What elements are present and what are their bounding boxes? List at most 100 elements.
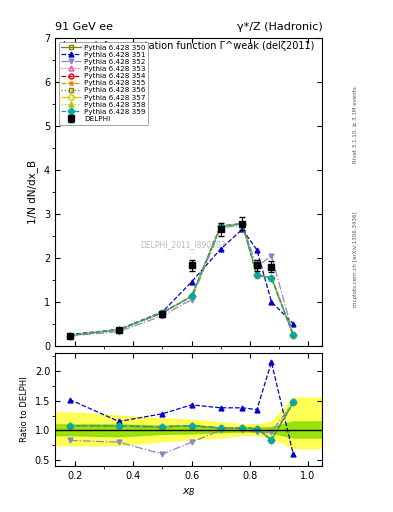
Pythia 6.428 357 [67,332,72,338]
Pythia 6.428 355 [67,332,72,338]
Pythia 6.428 354 [240,221,245,227]
Pythia 6.428 351 [255,247,259,253]
Pythia 6.428 352 [189,296,194,303]
Pythia 6.428 352 [255,264,259,270]
Pythia 6.428 359 [255,272,259,279]
Pythia 6.428 350 [117,327,121,333]
Pythia 6.428 358 [255,272,259,279]
X-axis label: $x_B$: $x_B$ [182,486,195,498]
Line: Pythia 6.428 357: Pythia 6.428 357 [67,221,296,338]
Pythia 6.428 354 [291,332,296,338]
Pythia 6.428 352 [240,222,245,228]
Line: Pythia 6.428 359: Pythia 6.428 359 [67,221,296,338]
Pythia 6.428 357 [218,223,223,229]
Pythia 6.428 352 [117,329,121,335]
Pythia 6.428 351 [189,279,194,285]
Pythia 6.428 358 [240,221,245,227]
Pythia 6.428 352 [269,252,274,259]
Line: Pythia 6.428 355: Pythia 6.428 355 [67,221,296,338]
Pythia 6.428 354 [255,272,259,279]
Text: 91 GeV ee: 91 GeV ee [55,22,113,32]
Y-axis label: Ratio to DELPHI: Ratio to DELPHI [20,377,29,442]
Line: Pythia 6.428 354: Pythia 6.428 354 [67,221,296,338]
Pythia 6.428 356 [269,274,274,281]
Line: Pythia 6.428 352: Pythia 6.428 352 [67,223,296,338]
Pythia 6.428 358 [160,310,165,316]
Pythia 6.428 354 [269,274,274,281]
Pythia 6.428 355 [189,293,194,300]
Pythia 6.428 350 [255,272,259,279]
Pythia 6.428 352 [291,332,296,338]
Pythia 6.428 354 [160,310,165,316]
Pythia 6.428 357 [269,274,274,281]
Pythia 6.428 355 [160,310,165,316]
Pythia 6.428 355 [269,274,274,281]
Pythia 6.428 358 [269,274,274,281]
Pythia 6.428 357 [291,332,296,338]
Pythia 6.428 350 [218,223,223,229]
Text: DELPHI_2011_I890503: DELPHI_2011_I890503 [140,240,226,249]
Pythia 6.428 356 [255,272,259,279]
Pythia 6.428 353 [67,332,72,338]
Pythia 6.428 359 [160,310,165,316]
Pythia 6.428 353 [255,272,259,279]
Pythia 6.428 350 [240,221,245,227]
Pythia 6.428 351 [117,326,121,332]
Pythia 6.428 358 [189,293,194,300]
Pythia 6.428 358 [117,327,121,333]
Pythia 6.428 350 [160,310,165,316]
Pythia 6.428 359 [269,274,274,281]
Pythia 6.428 358 [291,332,296,338]
Pythia 6.428 354 [218,223,223,229]
Pythia 6.428 351 [67,332,72,338]
Pythia 6.428 355 [218,223,223,229]
Pythia 6.428 357 [160,310,165,316]
Pythia 6.428 353 [291,332,296,338]
Pythia 6.428 359 [291,332,296,338]
Pythia 6.428 350 [189,293,194,300]
Y-axis label: 1/N dN/dx_B: 1/N dN/dx_B [28,160,39,224]
Pythia 6.428 356 [67,332,72,338]
Pythia 6.428 353 [240,221,245,227]
Line: Pythia 6.428 356: Pythia 6.428 356 [67,221,296,338]
Pythia 6.428 354 [117,327,121,333]
Pythia 6.428 359 [240,221,245,227]
Pythia 6.428 353 [117,327,121,333]
Pythia 6.428 355 [255,272,259,279]
Pythia 6.428 353 [160,310,165,316]
Pythia 6.428 356 [291,332,296,338]
Pythia 6.428 350 [269,274,274,281]
Line: Pythia 6.428 350: Pythia 6.428 350 [67,221,296,338]
Pythia 6.428 358 [218,223,223,229]
Pythia 6.428 357 [240,221,245,227]
Pythia 6.428 353 [218,223,223,229]
Pythia 6.428 357 [117,327,121,333]
Pythia 6.428 359 [218,223,223,229]
Pythia 6.428 350 [291,332,296,338]
Text: b quark fragmentation function Γ^weak (delζ2011): b quark fragmentation function Γ^weak (d… [63,41,314,52]
Line: Pythia 6.428 358: Pythia 6.428 358 [67,221,296,338]
Pythia 6.428 356 [218,223,223,229]
Pythia 6.428 353 [189,293,194,300]
Pythia 6.428 356 [240,221,245,227]
Text: γ*/Z (Hadronic): γ*/Z (Hadronic) [237,22,322,32]
Pythia 6.428 357 [255,272,259,279]
Pythia 6.428 354 [189,293,194,300]
Pythia 6.428 355 [240,221,245,227]
Pythia 6.428 359 [117,327,121,333]
Line: Pythia 6.428 351: Pythia 6.428 351 [67,227,296,337]
Pythia 6.428 351 [291,321,296,327]
Pythia 6.428 352 [67,333,72,339]
Pythia 6.428 351 [240,226,245,232]
Pythia 6.428 351 [269,298,274,305]
Pythia 6.428 356 [160,310,165,316]
Text: mcplots.cern.ch [arXiv:1306.3436]: mcplots.cern.ch [arXiv:1306.3436] [353,212,358,307]
Pythia 6.428 352 [218,225,223,231]
Pythia 6.428 353 [269,274,274,281]
Pythia 6.428 356 [189,293,194,300]
Pythia 6.428 358 [67,332,72,338]
Line: Pythia 6.428 353: Pythia 6.428 353 [67,221,296,338]
Pythia 6.428 350 [67,332,72,338]
Pythia 6.428 355 [117,327,121,333]
Pythia 6.428 352 [160,313,165,319]
